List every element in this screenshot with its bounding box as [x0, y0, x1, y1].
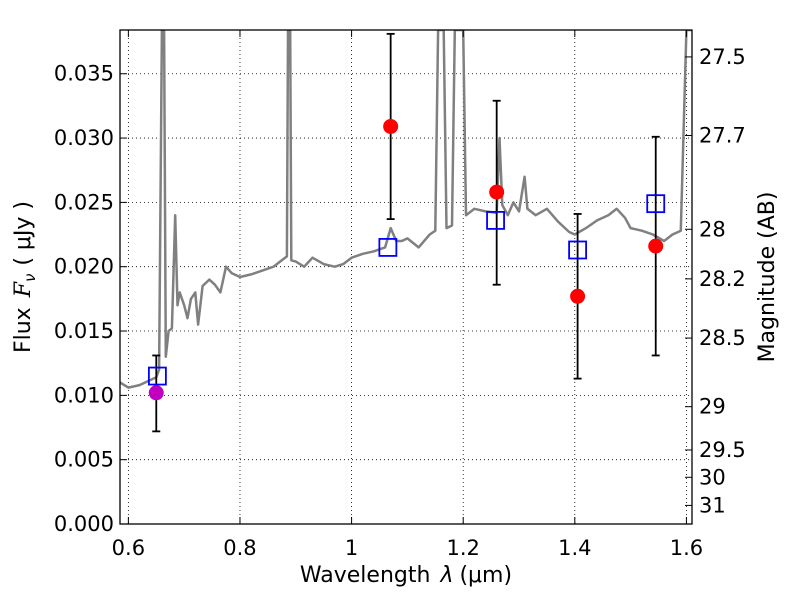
x-tick-label: 1 [345, 536, 358, 560]
y2-tick-label: 29 [699, 395, 726, 419]
x-tick-label: 1.2 [446, 536, 479, 560]
observed-point [489, 184, 505, 200]
y2-tick-label: 27.7 [699, 123, 746, 147]
y2-tick-label: 31 [699, 493, 726, 517]
y-tick-label: 0.010 [54, 383, 114, 407]
y2-tick-label: 28.2 [699, 267, 746, 291]
model-point [486, 210, 505, 230]
y-tick-label: 0.030 [54, 126, 114, 150]
observed-point [383, 118, 399, 134]
y-tick-label: 0.020 [54, 255, 114, 279]
model-point [646, 194, 666, 214]
observed-point [148, 385, 164, 401]
x-tick-label: 1.4 [558, 536, 591, 560]
observed-point [570, 288, 586, 304]
y2-tick-label: 28 [699, 217, 726, 241]
y2-tick-label: 30 [699, 465, 726, 489]
y-axis-ticks: 0.000 0.005 0.010 0.015 0.020 0.025 0.030 0.035 [54, 62, 127, 536]
x-axis-ticks: 0.6 0.8 1 1.2 1.4 1.6 [112, 30, 703, 560]
y-tick-label: 0.005 [54, 448, 114, 472]
model-point [378, 238, 398, 257]
model-points [147, 194, 666, 386]
observed-point [648, 238, 664, 254]
y-axis-label: FluxFν( μJy ) [11, 201, 39, 353]
observed-points [148, 118, 664, 401]
model-point [147, 366, 167, 386]
y-tick-label: 0.035 [54, 62, 114, 86]
y2-axis-label: Magnitude (AB) [755, 192, 780, 363]
y-tick-label: 0.015 [54, 319, 114, 343]
y2-tick-label: 28.5 [699, 326, 746, 350]
y2-tick-label: 29.5 [699, 438, 746, 462]
y-tick-label: 0.025 [54, 190, 114, 214]
y-tick-label: 0.000 [54, 512, 114, 536]
x-tick-label: 0.6 [112, 536, 145, 560]
y2-tick-label: 27.5 [699, 45, 746, 69]
model-point [568, 240, 587, 260]
x-axis-label: Wavelength λ (μm) [300, 563, 512, 588]
plot-frame [119, 29, 693, 525]
x-tick-label: 1.6 [670, 536, 703, 560]
y2-axis-ticks: 27.5 27.7 28 28.2 28.5 29 29.5 30 31 [685, 45, 746, 517]
x-tick-label: 0.8 [223, 536, 256, 560]
